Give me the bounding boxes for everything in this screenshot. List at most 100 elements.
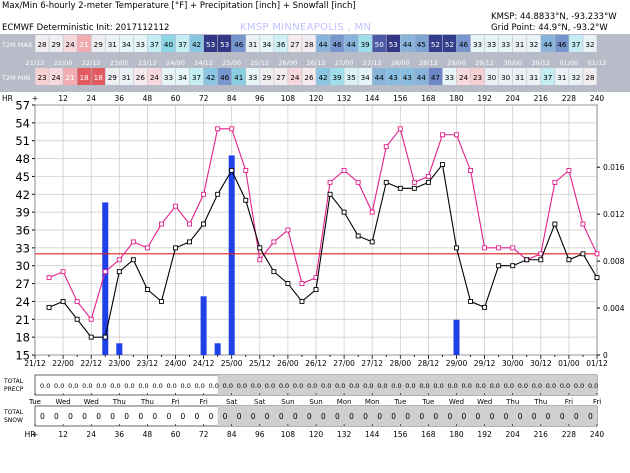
t2m-max-value: 53 [220,40,229,49]
hour-label-top: 204 [506,94,521,103]
min-temp-point [425,179,431,185]
total-precip-value: 0.0 [209,382,219,390]
t2m-min-value: 35 [347,73,356,82]
date-label: 26/00 [277,359,299,368]
total-snow-value: 0 [279,412,284,421]
total-precip-value: 0.0 [377,382,387,390]
t2m-max-value: 44 [543,40,553,49]
t2m-max-value: 24 [66,40,76,49]
hour-label: 48 [143,430,153,439]
t2m-max-value: 37 [150,40,159,49]
max-temp-point [257,257,263,263]
min-temp-point [355,233,361,239]
t2m-min-cell [35,68,49,85]
total-precip-value: 0.0 [363,382,373,390]
min-temp-point [327,191,333,197]
y-tick-label: 33 [15,241,30,255]
t2m-min-value: 18 [94,73,104,82]
t2m-min-cell [386,68,400,85]
precip-bar [228,155,235,355]
t2m-min-cell [189,68,204,85]
total-precip-value: 0.0 [518,382,528,390]
t2m-min-value: 41 [234,73,243,82]
max-temp-point [46,275,52,281]
hour-label: 120 [309,430,324,439]
t2m-min-value: 47 [431,73,440,82]
min-temp-point [158,298,164,304]
hour-label: HR [25,430,36,439]
total-precip-value: 0.0 [40,382,50,390]
t2m-max-cell [569,35,583,52]
hour-label: 12 [58,430,68,439]
t2m-max-cell [217,35,232,52]
date-label: 27/12 [361,359,383,368]
max-temp-point [271,239,277,245]
t2m-min-cell [330,68,344,85]
min-temp-point [538,257,544,263]
max-temp-point [594,251,600,257]
t2m-min-value: 24 [290,73,300,82]
t2m-max-cell [105,35,119,52]
t2m-min-value: 31 [529,73,538,82]
hour-label: 216 [534,430,549,439]
date-label: 23/00 [108,359,130,368]
strip-date-label: 25/00 [222,59,241,67]
t2m-min-cell [414,68,429,85]
hour-label: 108 [281,430,296,439]
max-temp-point [355,179,361,185]
t2m-max-cell [147,35,162,52]
t2m-max-cell [358,35,372,52]
strip-date-label: 25/12 [250,59,269,67]
min-temp-point [524,257,530,263]
y2-tick-label: 0.016 [603,163,625,172]
total-precip-value: 0.0 [166,382,176,390]
y-tick-label: 24 [15,295,30,309]
min-temp-point [369,239,375,245]
t2m-max-cell [470,35,485,52]
min-temp-point [271,269,277,275]
location-title: KMSP MINNEAPOLIS , MN [240,22,372,33]
strip-date-label: 23/12 [138,59,157,67]
y-tick-label: 48 [15,152,30,166]
t2m-max-cell [513,35,527,52]
total-snow-label-1: TOTAL [3,409,24,416]
total-snow-value: 0 [504,412,509,421]
y-tick-label: 39 [15,206,30,220]
t2m-max-value: 53 [389,40,398,49]
t2m-min-value: 33 [445,73,454,82]
max-temp-point [580,221,586,227]
max-temp-point [327,179,333,185]
total-snow-value: 0 [40,412,45,421]
hour-label: 60 [171,430,181,439]
hour-label: 72 [199,430,209,439]
total-snow-value: 0 [195,412,200,421]
min-temp-point [285,281,291,287]
t2m-max-value: 31 [515,40,524,49]
strip-date-label: 22/00 [54,59,73,67]
hour-label-top: 168 [421,94,436,103]
t2m-min-cell [428,68,443,85]
t2m-min-label: T2M MIN [1,74,30,82]
t2m-max-value: 34 [122,40,132,49]
t2m-min-value: 32 [571,73,580,82]
total-precip-value: 0.0 [546,382,556,390]
total-snow-value: 0 [124,412,129,421]
date-label: 26/12 [305,359,327,368]
day-label: Thu [505,398,519,406]
hour-label-top: 48 [143,94,153,103]
y-tick-label: 54 [15,116,30,130]
hour-label-top: 96 [255,94,265,103]
total-precip-value: 0.0 [195,382,205,390]
strip-date-label: 21/12 [26,59,45,67]
t2m-max-cell [302,35,316,52]
t2m-min-value: 33 [164,73,173,82]
date-label: 28/12 [418,359,440,368]
t2m-min-cell [217,68,232,85]
t2m-min-value: 28 [585,73,595,82]
t2m-max-value: 46 [234,40,244,49]
t2m-max-cell [175,35,190,52]
t2m-min-cell [442,68,457,85]
total-snow-value: 0 [68,412,73,421]
min-temp-point [173,245,178,251]
